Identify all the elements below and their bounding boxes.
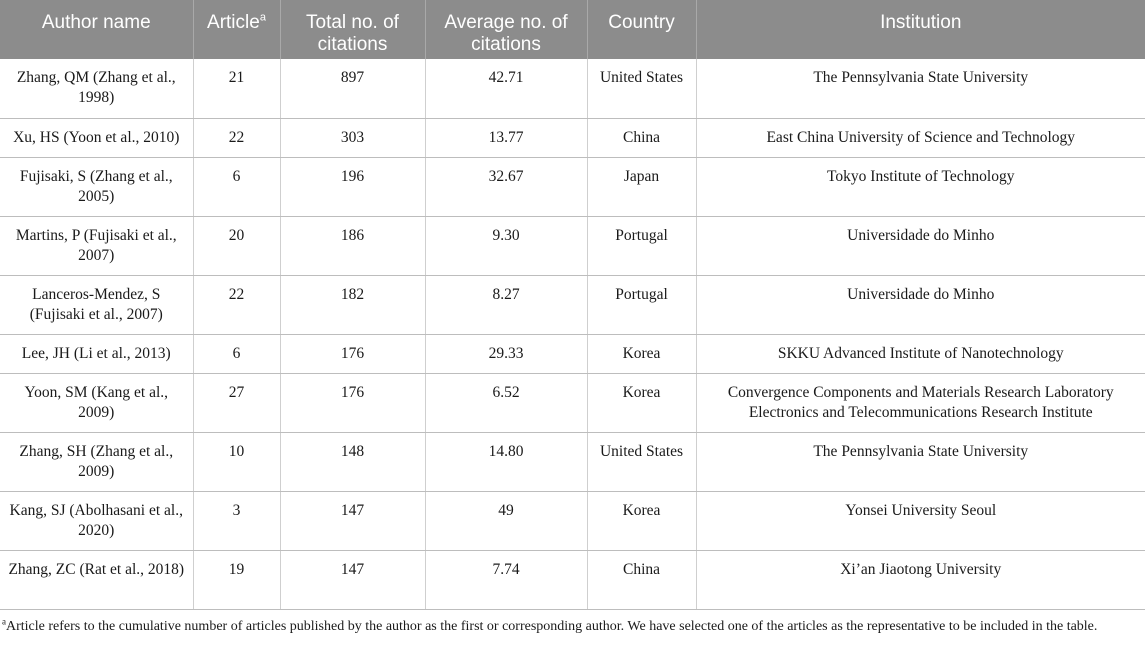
author-cell: Kang, SJ (Abolhasani et al., 2020) — [0, 491, 194, 551]
country-cell: Korea — [587, 334, 697, 374]
average-citations-cell: 32.67 — [425, 157, 588, 217]
total-citations-cell: 186 — [280, 216, 426, 276]
average-citations-cell: 13.77 — [425, 118, 588, 158]
institution-cell: Tokyo Institute of Technology — [696, 157, 1145, 217]
average-citations-cell: 6.52 — [425, 373, 588, 433]
total-citations-cell: 303 — [280, 118, 426, 158]
article-count-cell: 20 — [193, 216, 281, 276]
header-average-citations: Average no. of citations — [425, 0, 588, 59]
institution-cell: Yonsei University Seoul — [696, 491, 1145, 551]
article-count-cell: 21 — [193, 59, 281, 119]
total-citations-cell: 182 — [280, 275, 426, 335]
article-count-cell: 10 — [193, 432, 281, 492]
table-row: Zhang, SH (Zhang et al., 2009) 10 148 14.80… — [0, 432, 1145, 492]
institution-cell: Convergence Components and Materials Res… — [696, 373, 1145, 433]
institution-cell: Xi’an Jiaotong University — [696, 550, 1145, 610]
author-cell: Fujisaki, S (Zhang et al., 2005) — [0, 157, 194, 217]
average-citations-cell: 9.30 — [425, 216, 588, 276]
author-citations-table: Author name Articlea Total no. of citati… — [0, 0, 1145, 610]
author-cell: Zhang, ZC (Rat et al., 2018) — [0, 550, 194, 610]
table-header: Author name Articlea Total no. of citati… — [0, 0, 1145, 59]
institution-cell: SKKU Advanced Institute of Nanotechnolog… — [696, 334, 1145, 374]
country-cell: China — [587, 118, 697, 158]
header-total-citations: Total no. of citations — [280, 0, 426, 59]
total-citations-cell: 176 — [280, 373, 426, 433]
country-cell: United States — [587, 432, 697, 492]
table-row: Kang, SJ (Abolhasani et al., 2020) 3 147 49… — [0, 491, 1145, 551]
average-citations-cell: 14.80 — [425, 432, 588, 492]
table-row: Lanceros-Mendez, S (Fujisaki et al., 200… — [0, 275, 1145, 335]
institution-line: Electronics and Telecommunications Resea… — [748, 403, 1093, 421]
country-cell: China — [587, 550, 697, 610]
country-cell: United States — [587, 59, 697, 119]
institution-line: Yonsei University Seoul — [845, 501, 997, 519]
institution-line: The Pennsylvania State University — [813, 442, 1029, 460]
total-citations-cell: 897 — [280, 59, 426, 119]
table-row: Xu, HS (Yoon et al., 2010) 22 303 13.77 Chin… — [0, 118, 1145, 158]
country-cell: Korea — [587, 373, 697, 433]
table-row: Yoon, SM (Kang et al., 2009) 27 176 6.52 Kor… — [0, 373, 1145, 433]
table-row: Fujisaki, S (Zhang et al., 2005) 6 196 32.6… — [0, 157, 1145, 217]
institution-line: Universidade do Minho — [847, 226, 995, 244]
article-count-cell: 19 — [193, 550, 281, 610]
article-count-cell: 6 — [193, 334, 281, 374]
table-row: Zhang, ZC (Rat et al., 2018) 19 147 7.74 Chi… — [0, 550, 1145, 610]
article-count-cell: 6 — [193, 157, 281, 217]
total-citations-cell: 147 — [280, 550, 426, 610]
country-cell: Portugal — [587, 275, 697, 335]
institution-line: Xi’an Jiaotong University — [840, 560, 1002, 578]
table-footnote: aArticle refers to the cumulative number… — [0, 610, 1145, 637]
footnote-marker: a — [2, 615, 6, 626]
country-cell: Japan — [587, 157, 697, 217]
author-cell: Zhang, QM (Zhang et al., 1998) — [0, 59, 194, 119]
author-cell: Yoon, SM (Kang et al., 2009) — [0, 373, 194, 433]
table-body: Zhang, QM (Zhang et al., 1998) 21 897 42.71… — [0, 59, 1145, 610]
institution-cell: The Pennsylvania State University — [696, 59, 1145, 119]
header-article-footnote-marker: a — [259, 11, 266, 24]
table-row: Martins, P (Fujisaki et al., 2007) 20 186 9… — [0, 216, 1145, 276]
author-cell: Lanceros-Mendez, S (Fujisaki et al., 200… — [0, 275, 194, 335]
header-country: Country — [587, 0, 697, 59]
article-count-cell: 22 — [193, 118, 281, 158]
footnote-text: Article refers to the cumulative number … — [6, 618, 1098, 634]
header-author-name: Author name — [0, 0, 194, 59]
institution-line: East China University of Science and Tec… — [766, 128, 1076, 146]
country-cell: Portugal — [587, 216, 697, 276]
total-citations-cell: 176 — [280, 334, 426, 374]
header-row: Author name Articlea Total no. of citati… — [0, 0, 1145, 59]
average-citations-cell: 8.27 — [425, 275, 588, 335]
author-cell: Lee, JH (Li et al., 2013) — [0, 334, 194, 374]
article-count-cell: 27 — [193, 373, 281, 433]
average-citations-cell: 29.33 — [425, 334, 588, 374]
table-row: Zhang, QM (Zhang et al., 1998) 21 897 42.71… — [0, 59, 1145, 119]
article-count-cell: 22 — [193, 275, 281, 335]
total-citations-cell: 147 — [280, 491, 426, 551]
table-row: Lee, JH (Li et al., 2013) 6 176 29.33 Korea S… — [0, 334, 1145, 374]
average-citations-cell: 7.74 — [425, 550, 588, 610]
institution-line: Tokyo Institute of Technology — [827, 167, 1015, 185]
institution-line: Universidade do Minho — [847, 285, 995, 303]
article-count-cell: 3 — [193, 491, 281, 551]
institution-cell: The Pennsylvania State University — [696, 432, 1145, 492]
total-citations-cell: 196 — [280, 157, 426, 217]
author-cell: Xu, HS (Yoon et al., 2010) — [0, 118, 194, 158]
country-cell: Korea — [587, 491, 697, 551]
institution-cell: Universidade do Minho — [696, 275, 1145, 335]
institution-line: The Pennsylvania State University — [813, 69, 1029, 86]
author-cell: Martins, P (Fujisaki et al., 2007) — [0, 216, 194, 276]
header-institution: Institution — [696, 0, 1145, 59]
average-citations-cell: 42.71 — [425, 59, 588, 119]
institution-cell: East China University of Science and Tec… — [696, 118, 1145, 158]
author-cell: Zhang, SH (Zhang et al., 2009) — [0, 432, 194, 492]
header-article: Articlea — [193, 0, 281, 59]
institution-line: SKKU Advanced Institute of Nanotechnolog… — [777, 344, 1064, 362]
institution-cell: Universidade do Minho — [696, 216, 1145, 276]
institution-line: Convergence Components and Materials Res… — [727, 383, 1114, 401]
average-citations-cell: 49 — [425, 491, 588, 551]
total-citations-cell: 148 — [280, 432, 426, 492]
